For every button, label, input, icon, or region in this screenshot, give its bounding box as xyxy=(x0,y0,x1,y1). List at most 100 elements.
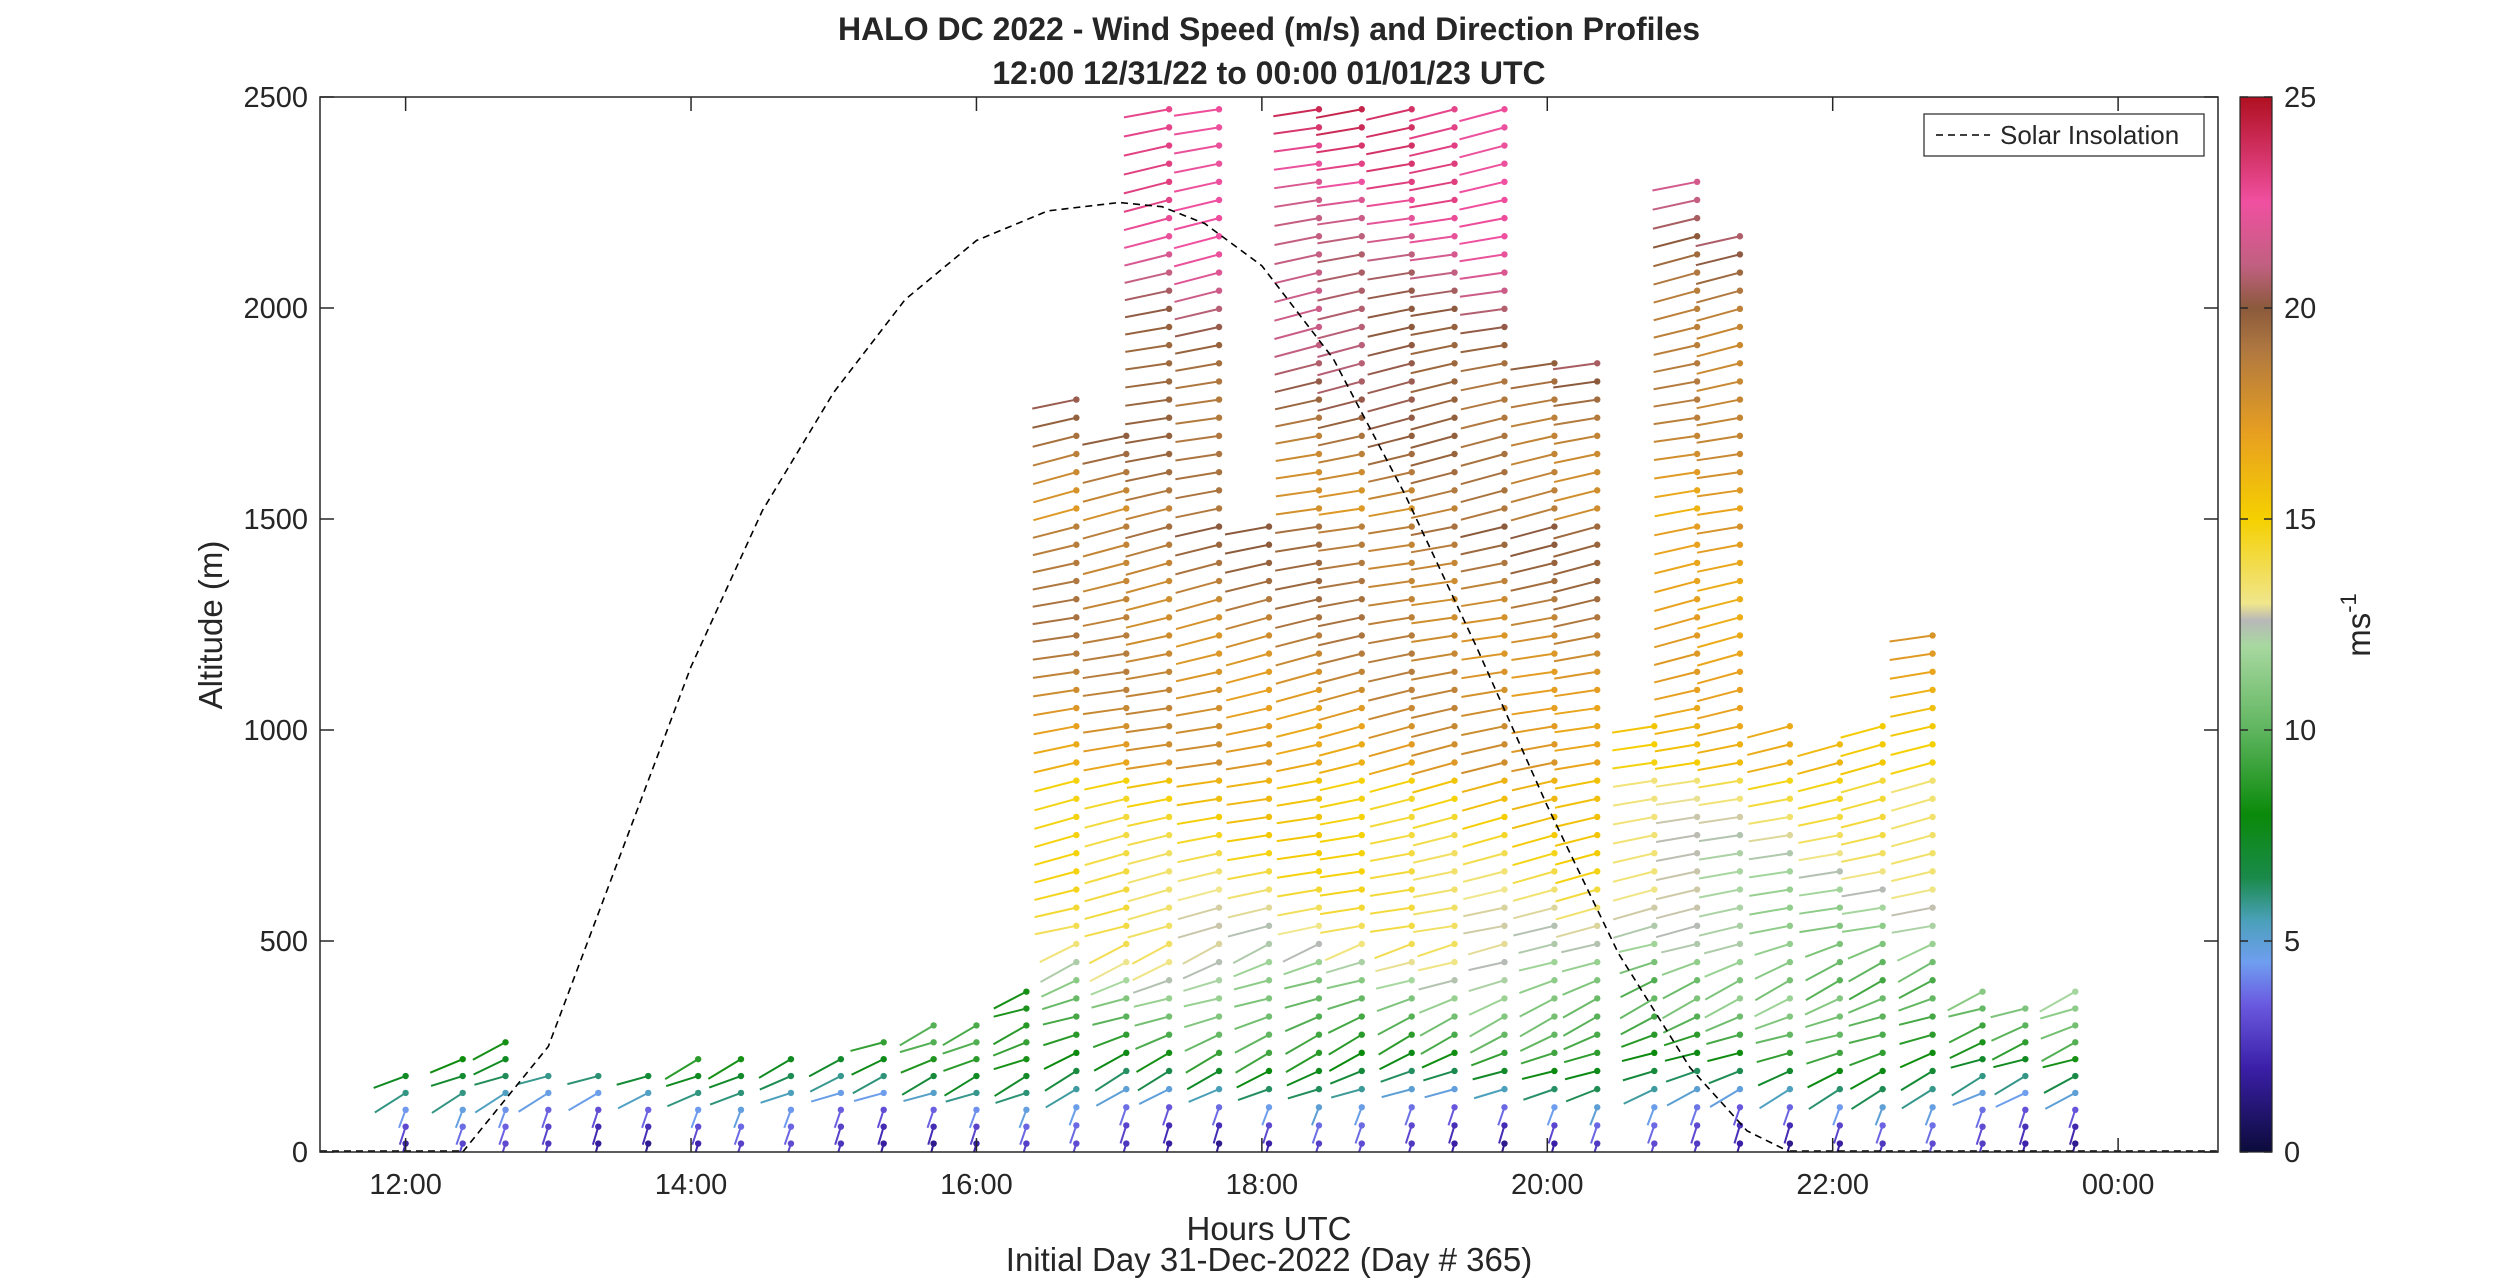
wind-barb-line xyxy=(1318,743,1363,757)
wind-barb-line xyxy=(1173,162,1220,174)
wind-barb-point xyxy=(1408,559,1415,567)
wind-barb-line xyxy=(1317,580,1362,590)
wind-barb-point xyxy=(1215,287,1223,294)
wind-barb-point xyxy=(502,1123,509,1130)
wind-barb-line xyxy=(1510,471,1555,485)
wind-barb-point xyxy=(1073,650,1080,657)
wind-barb-line xyxy=(1316,126,1362,137)
wind-barb-point xyxy=(645,1140,652,1147)
wind-barb-line xyxy=(1123,235,1170,249)
wind-barb-line xyxy=(1317,598,1362,609)
wind-barb-line xyxy=(1319,906,1362,916)
wind-barb-point xyxy=(502,1106,509,1114)
wind-barb-line xyxy=(1033,489,1077,504)
wind-barb-line xyxy=(1124,271,1170,284)
wind-barb-line xyxy=(1174,543,1220,557)
wind-barb-line xyxy=(1420,1033,1456,1055)
wind-barb-point xyxy=(1693,559,1701,567)
wind-barb-point xyxy=(1408,106,1415,113)
wind-barb-point xyxy=(694,1106,702,1114)
wind-barb-point xyxy=(1501,523,1508,530)
wind-barb-line xyxy=(1797,797,1841,810)
wind-barb-point xyxy=(1879,995,1886,1002)
wind-barb-point xyxy=(1786,831,1794,839)
wind-barb-line xyxy=(1460,489,1505,504)
wind-barb-point xyxy=(2022,1089,2029,1097)
wind-barb-point xyxy=(1215,922,1223,930)
wind-barb-line xyxy=(1460,543,1505,556)
wind-barb-point xyxy=(1736,559,1744,567)
wind-barb-point xyxy=(402,1072,409,1080)
wind-barb-point xyxy=(1073,396,1080,403)
wind-barb-point xyxy=(1551,795,1558,802)
wind-barb-line xyxy=(1706,1033,1741,1045)
x-tick-label: 16:00 xyxy=(940,1169,1013,1201)
wind-barb-point xyxy=(1693,1049,1701,1057)
wind-barb-point xyxy=(1215,341,1223,349)
wind-barb-point xyxy=(1451,632,1458,639)
wind-barb-line xyxy=(1082,598,1127,610)
wind-barb-line xyxy=(1461,707,1505,717)
wind-barb-point xyxy=(1165,287,1173,294)
wind-barb-line xyxy=(1034,852,1077,866)
wind-barb-line xyxy=(1797,815,1841,827)
wind-barb-line xyxy=(1655,834,1698,844)
wind-barb-point xyxy=(1551,378,1558,385)
wind-barb-point xyxy=(1929,850,1936,857)
wind-barb-point xyxy=(2072,1022,2079,1029)
wind-barb-point xyxy=(1693,396,1701,403)
wind-barb-point xyxy=(1315,450,1323,458)
wind-barb-line xyxy=(1696,416,1741,427)
wind-barb-point xyxy=(1501,214,1508,222)
legend-box xyxy=(1923,113,2205,157)
wind-barb-line xyxy=(899,1041,934,1054)
wind-barb-line xyxy=(1034,797,1077,812)
wind-barb-point xyxy=(1651,850,1658,857)
wind-barb-point xyxy=(1358,1104,1365,1111)
wind-barb-point xyxy=(1879,977,1886,984)
wind-barb-line xyxy=(1654,580,1698,594)
wind-barb-line xyxy=(1284,979,1320,990)
wind-barb-point xyxy=(1929,1085,1936,1093)
wind-barb-point xyxy=(1165,1140,1173,1147)
wind-barb-line xyxy=(1612,815,1655,826)
wind-barb-point xyxy=(1315,1085,1323,1093)
wind-barb-line xyxy=(1696,652,1741,667)
wind-barb-line xyxy=(1275,453,1320,462)
wind-barb-line xyxy=(1316,144,1362,154)
wind-barb-line xyxy=(1175,707,1220,717)
wind-barb-point xyxy=(1265,813,1273,821)
wind-barb-line xyxy=(1898,1015,1933,1026)
wind-barb-point xyxy=(1451,1049,1458,1057)
wind-barb-line xyxy=(1460,326,1505,335)
wind-barb-point xyxy=(1165,1049,1173,1057)
wind-barb-point xyxy=(1215,378,1223,385)
wind-barb-line xyxy=(1417,943,1455,958)
wind-barb-point xyxy=(737,1140,745,1147)
wind-barb-line xyxy=(1797,779,1841,793)
wind-barb-line xyxy=(1276,797,1320,807)
wind-barb-point xyxy=(1358,1122,1365,1129)
wind-barb-line xyxy=(1460,362,1505,373)
wind-barb-point xyxy=(880,1123,887,1130)
wind-barb-line xyxy=(1277,924,1320,936)
wind-barb-line xyxy=(1468,961,1505,972)
wind-barb-point xyxy=(1879,1122,1886,1129)
wind-barb-line xyxy=(1284,1015,1320,1033)
wind-barb-line xyxy=(1225,688,1270,702)
wind-barb-line xyxy=(994,1075,1027,1097)
wind-barb-point xyxy=(1265,1067,1273,1075)
y-tick-label: 500 xyxy=(260,926,308,958)
wind-barb-point xyxy=(1836,868,1844,875)
wind-barb-line xyxy=(1367,344,1412,357)
wind-barb-line xyxy=(993,1007,1027,1018)
wind-barb-point xyxy=(1408,741,1415,748)
wind-barb-line xyxy=(1519,979,1555,994)
wind-barb-line xyxy=(1613,924,1655,939)
wind-barb-line xyxy=(1090,979,1127,996)
wind-barb-point xyxy=(1551,904,1558,911)
wind-barb-point xyxy=(1358,614,1365,621)
wind-barb-point xyxy=(1451,142,1458,149)
wind-barb-line xyxy=(1225,652,1270,667)
